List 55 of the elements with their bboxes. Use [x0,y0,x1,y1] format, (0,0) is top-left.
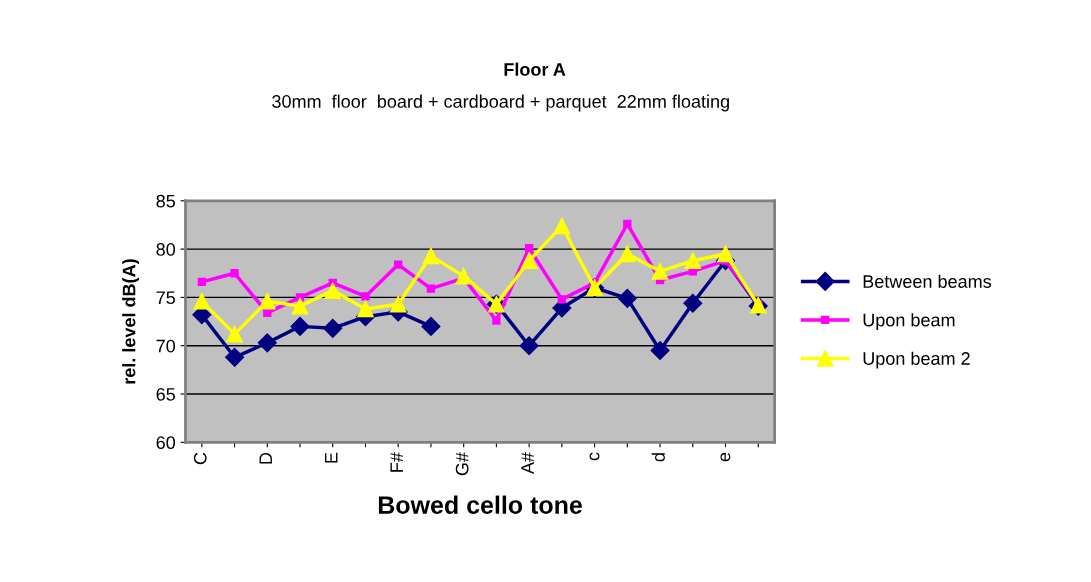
point [651,262,669,280]
point [717,245,734,263]
point [324,282,342,299]
point [524,243,534,253]
point [421,316,441,336]
point [553,217,571,235]
point [617,288,637,308]
point [557,295,567,304]
point [389,295,407,313]
point [291,297,309,315]
x-tick-label: A# [521,452,534,475]
x-tick-label: D [259,452,272,464]
point [257,333,277,353]
point [197,277,207,287]
point [520,252,538,270]
chart-title: Floor A [504,62,566,76]
point [258,292,276,310]
legend-label: Upon beam [863,313,955,330]
point [357,300,374,318]
point [361,292,370,301]
point [455,267,473,285]
point [422,247,440,265]
legend-label: Upon beam 2 [863,351,970,369]
point [650,341,670,361]
x-tick-label: C [193,452,207,465]
y-tick-label: 80 [156,243,176,256]
x-tick-label: c [589,452,600,461]
point [519,336,539,356]
x-tick-label: G# [455,452,469,476]
y-tick-label: 70 [156,339,176,353]
x-tick-label: E [325,452,338,463]
y-tick-label: 65 [156,387,175,401]
point [193,292,211,310]
x-tick-label: e [720,452,731,462]
y-tick-label: 75 [156,291,175,305]
point [226,325,243,343]
point [394,260,403,269]
y-axis-title: rel. level dB(A) [122,259,139,384]
point [618,245,636,263]
point [684,252,702,270]
point [426,284,436,293]
point [623,219,632,229]
x-tick-label: F# [390,452,403,472]
point [683,293,703,313]
x-tick-label: d [651,453,665,462]
point [290,316,310,336]
point [230,269,239,278]
point [492,316,501,325]
legend-label: Between beams [863,274,992,288]
chart-subtitle: 30mm floor board + cardboard + parquet 22mm floating [272,94,729,112]
x-axis-title: Bowed cello tone [378,495,582,514]
point [225,347,245,367]
y-tick-label: 85 [156,194,175,208]
y-tick-label: 60 [156,436,176,450]
point [323,318,343,338]
